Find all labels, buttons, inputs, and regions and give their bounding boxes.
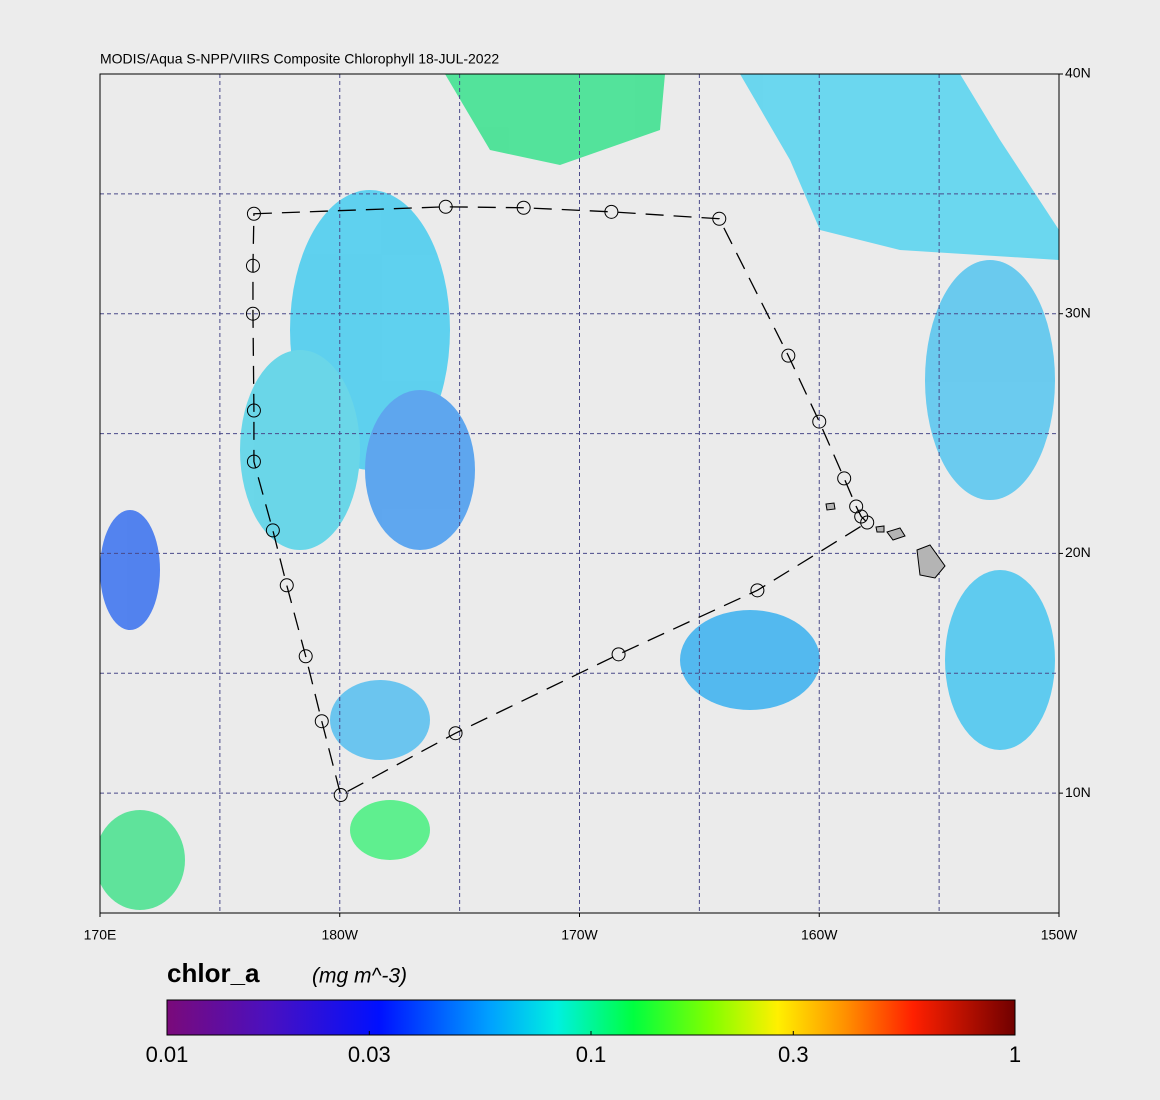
- station: [298, 649, 313, 664]
- cruise-track: [245, 199, 875, 803]
- colorbar-label: chlor_a: [167, 958, 260, 988]
- station: [314, 714, 329, 729]
- colorbar-tick-label: 1: [1009, 1042, 1021, 1067]
- x-tick-label: 150W: [1041, 927, 1078, 943]
- graticule: [100, 74, 1059, 913]
- colorbar-tick-label: 0.01: [146, 1042, 189, 1067]
- colorbar-units: (mg m^-3): [312, 965, 407, 988]
- station: [812, 414, 827, 429]
- hawaii-island: [916, 544, 946, 579]
- y-tick-label: 40N: [1065, 65, 1091, 81]
- station: [246, 403, 261, 418]
- station: [712, 211, 727, 226]
- station: [611, 647, 626, 662]
- station: [448, 726, 463, 741]
- station: [781, 348, 796, 363]
- colorbar-tick-label: 0.3: [778, 1042, 809, 1067]
- kauai-island: [825, 502, 836, 511]
- station: [333, 788, 348, 803]
- x-tick-label: 170W: [561, 927, 598, 943]
- x-tick-label: 160W: [801, 927, 838, 943]
- station: [837, 471, 852, 486]
- track-line: [252, 206, 869, 797]
- maui-island: [886, 527, 906, 541]
- title: MODIS/Aqua S-NPP/VIIRS Composite Chlorop…: [100, 51, 499, 67]
- station: [245, 306, 260, 321]
- y-tick-label: 20N: [1065, 544, 1091, 560]
- station: [246, 206, 261, 221]
- y-tick-label: 30N: [1065, 304, 1091, 320]
- y-tick-label: 10N: [1065, 784, 1091, 800]
- colorbar-ticks: 0.01 0.03 0.1 0.3 1: [146, 1031, 1021, 1067]
- colorbar: [166, 999, 1016, 1036]
- chlorophyll-patches: [100, 74, 1059, 910]
- station: [860, 515, 875, 530]
- station: [279, 578, 294, 593]
- station: [245, 258, 260, 273]
- colorbar-tick-label: 0.03: [348, 1042, 391, 1067]
- station: [516, 200, 531, 215]
- station: [265, 523, 280, 538]
- station: [438, 199, 453, 214]
- colorbar-tick-label: 0.1: [576, 1042, 607, 1067]
- station: [604, 204, 619, 219]
- station: [246, 454, 261, 469]
- oahu-island: [875, 525, 885, 533]
- x-tick-label: 170E: [84, 927, 117, 943]
- x-tick-label: 180W: [321, 927, 358, 943]
- station: [750, 583, 765, 598]
